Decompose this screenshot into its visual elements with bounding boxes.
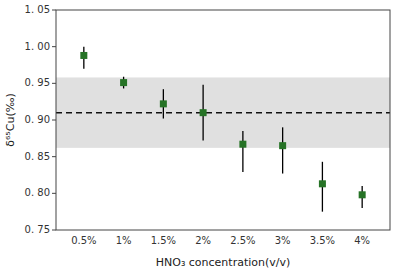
- marker: [80, 52, 87, 59]
- chart: 0. 75 0. 80 0. 85 0. 90 0. 95 1. 00 1. 05 0.5% 1…: [0, 0, 400, 274]
- reference-line: [56, 112, 390, 114]
- y-tick: [52, 83, 56, 84]
- y-tick-label: 0. 80: [25, 187, 50, 198]
- marker: [160, 100, 167, 107]
- error-bar: [282, 127, 283, 173]
- x-tick-label: 3.5%: [310, 235, 335, 246]
- y-tick-label: 0. 85: [25, 151, 50, 162]
- error-bar: [242, 131, 243, 172]
- y-tick-label: 1. 00: [25, 41, 50, 52]
- x-tick-label: 1.5%: [151, 235, 176, 246]
- plot-area: [56, 47, 390, 212]
- y-tick: [52, 10, 56, 11]
- marker: [120, 79, 127, 86]
- y-tick: [52, 193, 56, 194]
- marker: [279, 142, 286, 149]
- y-tick: [52, 46, 56, 47]
- y-tick-label: 0. 95: [25, 77, 50, 88]
- y-tick: [52, 120, 56, 121]
- x-axis-label: HNO₃ concentration(v/v): [156, 256, 291, 269]
- x-tick-label: 0.5%: [71, 235, 96, 246]
- y-tick-label: 0. 75: [25, 224, 50, 235]
- y-tick-label: 0. 90: [25, 114, 50, 125]
- y-tick: [52, 156, 56, 157]
- plot-frame: [56, 10, 390, 230]
- marker: [319, 180, 326, 187]
- x-tick-label: 3%: [275, 235, 291, 246]
- x-tick-label: 4%: [354, 235, 370, 246]
- x-tick-label: 2.5%: [230, 235, 255, 246]
- marker: [359, 191, 366, 198]
- axes: 0. 75 0. 80 0. 85 0. 90 0. 95 1. 00 1. 05 0.5% 1…: [25, 4, 371, 246]
- y-tick-label: 1. 05: [25, 4, 50, 15]
- x-tick-label: 2%: [195, 235, 211, 246]
- marker: [239, 141, 246, 148]
- marker: [200, 109, 207, 116]
- x-tick-label: 1%: [116, 235, 132, 246]
- y-axis-label: δ⁶⁵Cu(‰): [4, 93, 17, 147]
- band: [56, 77, 390, 147]
- y-tick: [52, 230, 56, 231]
